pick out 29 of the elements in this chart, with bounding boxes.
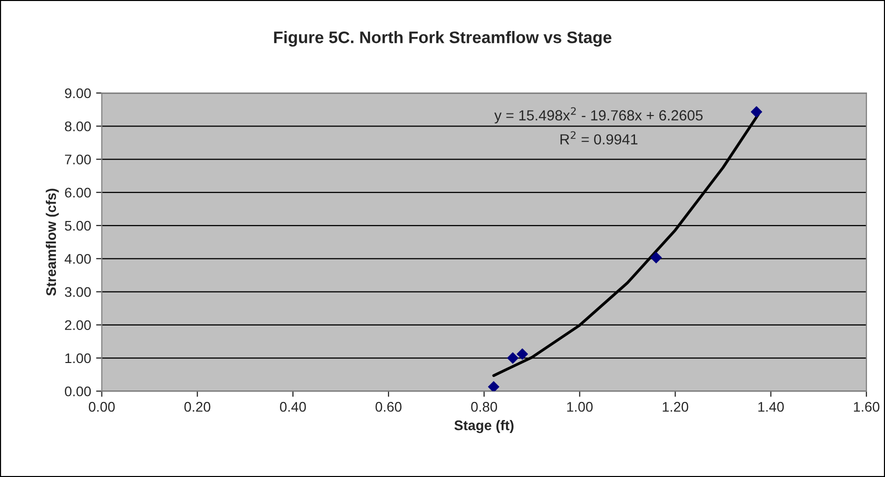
x-tick-label: 1.60: [854, 402, 880, 412]
point: [750, 106, 762, 118]
x-tick-label: 1.40: [758, 402, 784, 412]
y-tick-label: 0.00: [64, 386, 91, 396]
annotation: y = 15.498x$^{2}$ - 19.768x + 6.2605: [494, 107, 703, 124]
y-tick-label: 9.00: [64, 88, 91, 98]
x-tick-label: 0.00: [88, 402, 115, 412]
x-tick-label: 0.20: [184, 402, 210, 412]
x-tick-label: 1.20: [662, 402, 688, 412]
x-tick-label: 1.00: [567, 402, 593, 412]
y-tick-label: 3.00: [64, 287, 91, 297]
annotation: R$^{2}$ = 0.9941: [560, 131, 638, 145]
y-tick-label: 6.00: [65, 188, 91, 198]
y-tick-label: 4.00: [64, 254, 91, 264]
point: [516, 348, 528, 360]
y-tick-label: 8.00: [64, 121, 91, 132]
x-tick-label: 0.80: [471, 402, 498, 412]
y-axis-title: Streamflow (cfs): [46, 188, 59, 296]
y-tick-label: 7.00: [65, 154, 91, 164]
y-tick-label: 1.00: [65, 353, 91, 364]
chart-title: Figure 5C. North Fork Streamflow vs Stage: [274, 31, 612, 47]
x-axis-title: Stage (ft): [454, 420, 514, 434]
point: [650, 252, 662, 264]
point: [488, 381, 500, 392]
point: [507, 352, 518, 364]
x-tick-label: 0.40: [280, 402, 306, 412]
y-tick-label: 5.00: [64, 220, 91, 231]
y-tick-label: 2.00: [65, 320, 91, 330]
x-tick-label: 0.60: [376, 402, 402, 412]
